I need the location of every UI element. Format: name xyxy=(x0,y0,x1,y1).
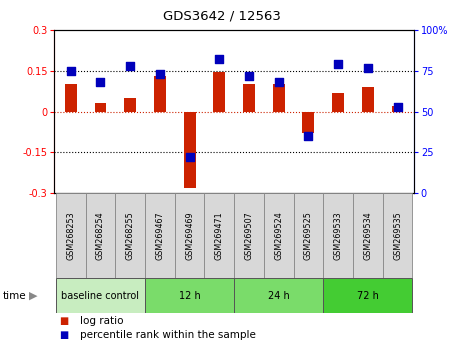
Bar xyxy=(302,112,315,133)
Text: GSM268253: GSM268253 xyxy=(66,211,75,260)
Text: GSM268254: GSM268254 xyxy=(96,211,105,260)
Point xyxy=(216,57,223,62)
Bar xyxy=(145,278,234,313)
Text: GSM269533: GSM269533 xyxy=(333,211,342,260)
Point xyxy=(245,73,253,79)
Text: GSM269525: GSM269525 xyxy=(304,211,313,260)
Bar xyxy=(115,193,145,278)
Text: GSM269469: GSM269469 xyxy=(185,211,194,260)
Text: GSM269507: GSM269507 xyxy=(245,211,254,260)
Bar xyxy=(294,193,323,278)
Bar xyxy=(204,193,234,278)
Bar xyxy=(353,193,383,278)
Bar xyxy=(175,193,204,278)
Text: ▶: ▶ xyxy=(29,291,38,301)
Point xyxy=(305,133,312,139)
Bar xyxy=(56,193,86,278)
Point xyxy=(394,104,401,109)
Bar xyxy=(86,193,115,278)
Bar xyxy=(154,76,166,112)
Point xyxy=(67,68,75,74)
Bar xyxy=(56,278,145,313)
Point xyxy=(364,65,372,70)
Text: GSM269467: GSM269467 xyxy=(155,211,164,260)
Bar xyxy=(65,84,77,112)
Text: GSM269535: GSM269535 xyxy=(393,211,402,260)
Bar xyxy=(213,72,225,112)
Point xyxy=(96,79,104,85)
Bar xyxy=(234,193,264,278)
Text: GSM269471: GSM269471 xyxy=(215,211,224,260)
Text: GSM269534: GSM269534 xyxy=(363,211,372,260)
Bar xyxy=(95,103,106,112)
Bar xyxy=(332,92,344,112)
Text: ■: ■ xyxy=(59,330,69,339)
Text: log ratio: log ratio xyxy=(80,316,124,326)
Bar xyxy=(264,193,294,278)
Bar xyxy=(145,193,175,278)
Text: 12 h: 12 h xyxy=(179,291,201,301)
Text: 24 h: 24 h xyxy=(268,291,289,301)
Bar xyxy=(273,84,285,112)
Bar xyxy=(362,87,374,112)
Text: GDS3642 / 12563: GDS3642 / 12563 xyxy=(163,10,281,22)
Point xyxy=(275,79,282,85)
Text: 72 h: 72 h xyxy=(357,291,379,301)
Text: ■: ■ xyxy=(59,316,69,326)
Point xyxy=(126,63,134,69)
Point xyxy=(186,154,193,160)
Bar xyxy=(234,278,323,313)
Text: GSM268255: GSM268255 xyxy=(126,211,135,260)
Text: time: time xyxy=(2,291,26,301)
Text: percentile rank within the sample: percentile rank within the sample xyxy=(80,330,256,339)
Text: baseline control: baseline control xyxy=(61,291,140,301)
Bar xyxy=(392,106,403,112)
Bar xyxy=(243,84,255,112)
Point xyxy=(334,62,342,67)
Text: GSM269524: GSM269524 xyxy=(274,211,283,260)
Bar xyxy=(124,98,136,112)
Point xyxy=(156,71,164,77)
Bar xyxy=(383,193,412,278)
Bar xyxy=(323,193,353,278)
Bar xyxy=(323,278,412,313)
Bar xyxy=(184,112,195,188)
